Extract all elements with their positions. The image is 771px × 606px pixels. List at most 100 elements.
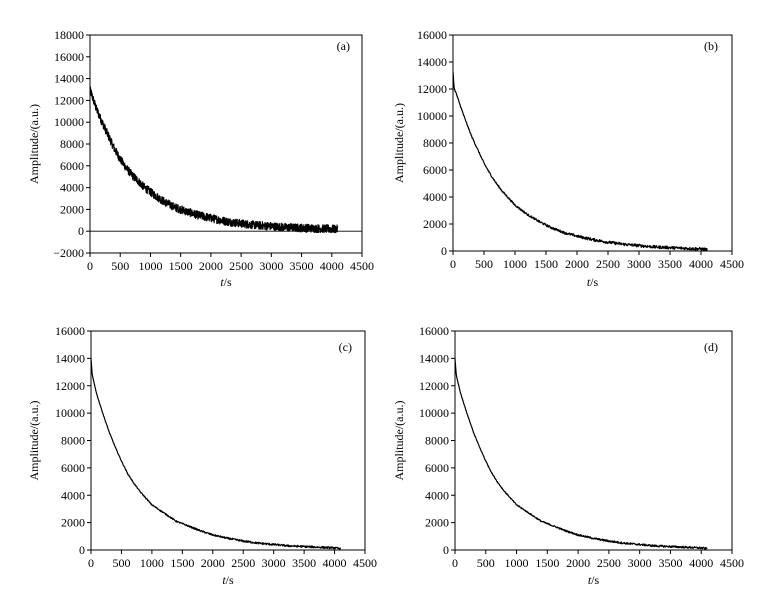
plot-frame [454, 330, 733, 551]
y-tick-label: 14000 [55, 351, 85, 365]
y-tick-label: 14000 [419, 351, 449, 365]
x-tick-label: 1500 [535, 556, 559, 570]
y-axis-title: Amplitude/(a.u.) [392, 401, 406, 481]
x-tick-label: 500 [475, 257, 493, 271]
x-axis-title-unit: /s [226, 573, 234, 587]
y-tick-label: 0 [441, 244, 447, 258]
x-tick-label: 0 [450, 257, 456, 271]
x-tick-label: 4000 [689, 257, 713, 271]
y-tick-label: 10000 [55, 406, 85, 420]
x-tick-label: 1500 [169, 259, 193, 273]
y-tick-label: 2000 [61, 516, 85, 530]
x-tick-label: 3500 [658, 257, 682, 271]
x-tick-label: 3000 [262, 556, 286, 570]
y-tick-label: 14000 [54, 72, 84, 86]
panel-label: (c) [339, 340, 352, 354]
x-axis-title-var: t [588, 573, 592, 587]
x-tick-label: 3500 [658, 556, 682, 570]
x-axis-title: t/s [220, 275, 232, 289]
y-tick-label: 6000 [423, 163, 447, 177]
x-tick-label: 4000 [689, 556, 713, 570]
x-tick-label: 1000 [140, 556, 164, 570]
y-tick-label: 4000 [425, 488, 449, 502]
x-axis-title: t/s [588, 573, 600, 587]
x-tick-label: 2000 [199, 259, 223, 273]
y-tick-label: 4000 [60, 181, 84, 195]
panel-d: 0 500 1000 1500 2000 2500 3000 3500 4000 4500 0 200… [392, 324, 744, 587]
x-tick-label: 4000 [323, 556, 347, 570]
x-axis-title-unit: /s [224, 275, 232, 289]
y-tick-label: 16000 [419, 324, 449, 338]
y-tick-label: 10000 [417, 109, 447, 123]
y-tick-label: 16000 [54, 50, 84, 64]
y-axis-title: Amplitude/(a.u.) [392, 103, 406, 183]
x-tick-label: 500 [112, 556, 130, 570]
x-tick-label: 2000 [565, 257, 589, 271]
x-tick-label: 2500 [596, 257, 620, 271]
x-tick-label: 3500 [290, 259, 314, 273]
x-tick-label: 4500 [720, 257, 744, 271]
x-tick-label: 500 [477, 556, 495, 570]
x-tick-label: 4000 [320, 259, 344, 273]
y-tick-label: 8000 [60, 137, 84, 151]
x-tick-label: 1500 [170, 556, 194, 570]
plot-frame [452, 34, 733, 252]
x-axis-title: t/s [587, 275, 599, 289]
y-tick-label: 6000 [61, 461, 85, 475]
y-tick-label: 12000 [419, 379, 449, 393]
x-tick-label: 2000 [566, 556, 590, 570]
y-tick-label: 16000 [417, 28, 447, 42]
series-line [452, 71, 708, 252]
y-tick-label: −2000 [53, 246, 84, 260]
x-tick-label: 1000 [503, 257, 527, 271]
y-tick-label: 8000 [425, 434, 449, 448]
y-tick-label: 4000 [423, 190, 447, 204]
x-axis-title: t/s [222, 573, 234, 587]
x-tick-label: 0 [87, 259, 93, 273]
x-tick-label: 1500 [534, 257, 558, 271]
y-tick-label: 2000 [423, 217, 447, 231]
panel-a: 0 500 1000 1500 2000 2500 3000 3500 4000 4500 −200… [27, 28, 374, 289]
y-tick-label: 0 [443, 543, 449, 557]
y-axis-title: Amplitude/(a.u.) [27, 104, 41, 184]
x-tick-label: 0 [452, 556, 458, 570]
y-tick-label: 12000 [54, 93, 84, 107]
panel-label: (b) [704, 39, 718, 53]
y-tick-label: 6000 [60, 159, 84, 173]
panel-b: 0 500 1000 1500 2000 2500 3000 3500 4000 4500 0 200… [392, 28, 744, 289]
y-tick-label: 18000 [54, 28, 84, 42]
x-axis-title-var: t [587, 275, 591, 289]
y-tick-label: 12000 [417, 82, 447, 96]
y-tick-label: 12000 [55, 379, 85, 393]
y-tick-label: 8000 [61, 434, 85, 448]
y-tick-label: 4000 [61, 488, 85, 502]
x-tick-label: 2500 [231, 556, 255, 570]
y-tick-label: 2000 [425, 516, 449, 530]
x-tick-label: 2500 [229, 259, 253, 273]
series-line [89, 86, 339, 234]
x-tick-label: 4500 [350, 259, 374, 273]
x-tick-label: 2500 [597, 556, 621, 570]
x-tick-label: 2000 [201, 556, 225, 570]
y-axis-title: Amplitude/(a.u.) [27, 401, 41, 481]
x-tick-label: 500 [111, 259, 129, 273]
y-tick-label: 16000 [55, 324, 85, 338]
x-tick-label: 3000 [259, 259, 283, 273]
y-tick-label: 14000 [417, 55, 447, 69]
x-tick-label: 1000 [138, 259, 162, 273]
x-axis-title-unit: /s [591, 573, 599, 587]
panel-label: (a) [337, 39, 350, 53]
x-tick-label: 0 [88, 556, 94, 570]
series-line [90, 358, 342, 551]
x-axis-title-var: t [220, 275, 224, 289]
y-tick-label: 8000 [423, 136, 447, 150]
y-tick-label: 10000 [54, 115, 84, 129]
x-axis-title-unit: /s [590, 275, 598, 289]
y-tick-label: 0 [78, 224, 84, 238]
x-tick-label: 3000 [628, 556, 652, 570]
x-tick-label: 1000 [505, 556, 529, 570]
x-tick-label: 3000 [627, 257, 651, 271]
plot-frame [90, 330, 366, 551]
y-tick-label: 6000 [425, 461, 449, 475]
y-tick-label: 2000 [60, 202, 84, 216]
